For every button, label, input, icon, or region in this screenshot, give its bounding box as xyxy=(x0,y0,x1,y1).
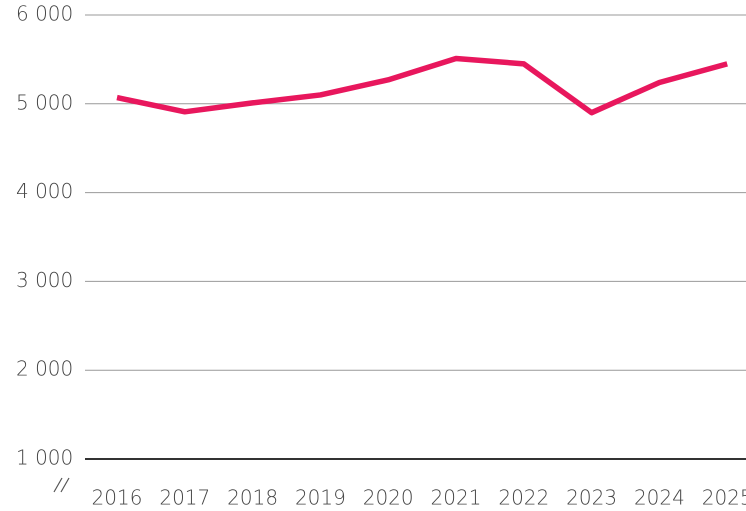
x-tick-label: 2019 xyxy=(295,486,346,510)
y-tick-label: 4 000 xyxy=(16,179,73,203)
axis-break xyxy=(53,477,70,493)
x-tick-label: 2017 xyxy=(159,486,210,510)
x-tick-label: 2023 xyxy=(566,486,617,510)
x-tick-label: 2024 xyxy=(634,486,685,510)
y-tick-label: 6 000 xyxy=(16,2,73,26)
x-tick-label: 2018 xyxy=(227,486,278,510)
x-tick-label: 2025 xyxy=(702,486,746,510)
y-tick-label: 2 000 xyxy=(16,357,73,381)
x-tick-label: 2022 xyxy=(498,486,549,510)
y-tick-label: 3 000 xyxy=(16,268,73,292)
x-tick-label: 2020 xyxy=(363,486,414,510)
x-tick-label: 2016 xyxy=(92,486,143,510)
y-tick-label: 5 000 xyxy=(16,90,73,114)
y-tick-label: 1 000 xyxy=(16,446,73,470)
line xyxy=(116,55,728,116)
x-tick-label: 2021 xyxy=(431,486,482,510)
